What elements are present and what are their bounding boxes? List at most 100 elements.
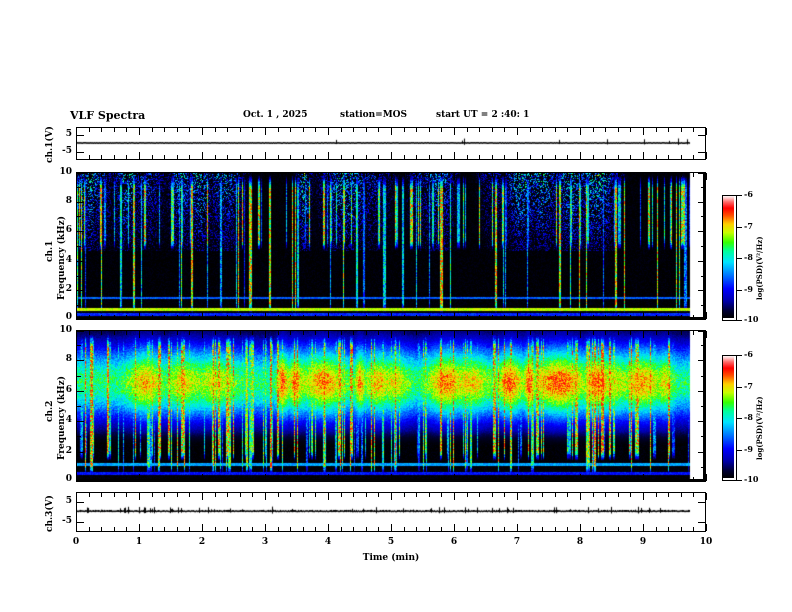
- axis-tick: [567, 173, 568, 177]
- axis-tick: [227, 527, 228, 531]
- axis-tick: [290, 315, 291, 319]
- axis-tick: [681, 128, 682, 132]
- axis-tick: [555, 155, 556, 159]
- axis-tick: [643, 312, 644, 319]
- axis-tick: [290, 128, 291, 132]
- axis-tick: [467, 493, 468, 497]
- axis-tick: [698, 173, 705, 174]
- axis-tick: [416, 315, 417, 319]
- axis-tick: [77, 480, 84, 481]
- axis-tick: [504, 155, 505, 159]
- axis-tick: [278, 331, 279, 335]
- ch2-colorbar: [722, 355, 737, 481]
- axis-tick: [76, 128, 77, 135]
- axis-tick: [698, 522, 705, 523]
- axis-tick: [698, 290, 705, 291]
- axis-tick: [378, 155, 379, 159]
- axis-tick: [278, 477, 279, 481]
- axis-tick: [643, 152, 644, 159]
- axis-tick: [315, 128, 316, 132]
- axis-tick: [467, 315, 468, 319]
- axis-tick: [618, 493, 619, 497]
- x-tick-label-7: 7: [513, 537, 521, 547]
- axis-tick: [580, 128, 581, 135]
- axis-tick: [77, 152, 84, 153]
- axis-tick: [479, 493, 480, 497]
- axis-tick: [303, 128, 304, 132]
- axis-tick: [618, 173, 619, 177]
- axis-tick: [517, 173, 518, 180]
- axis-tick: [366, 155, 367, 159]
- axis-tick: [693, 527, 694, 531]
- axis-tick: [580, 493, 581, 500]
- axis-tick: [492, 155, 493, 159]
- axis-tick: [593, 527, 594, 531]
- axis-tick: [429, 477, 430, 481]
- axis-tick: [315, 155, 316, 159]
- axis-tick: [504, 173, 505, 177]
- axis-tick: [441, 493, 442, 497]
- axis-tick: [76, 331, 77, 338]
- axis-tick: [698, 318, 705, 319]
- axis-tick: [504, 315, 505, 319]
- axis-tick: [189, 315, 190, 319]
- axis-tick: [441, 128, 442, 132]
- axis-tick: [737, 387, 742, 388]
- axis-tick: [126, 527, 127, 531]
- axis-tick: [698, 152, 705, 153]
- axis-tick: [504, 128, 505, 132]
- axis-tick: [404, 155, 405, 159]
- ch2-spectrogram-ylabel-channel: ch.2: [45, 400, 55, 422]
- axis-tick: [429, 173, 430, 177]
- axis-tick: [278, 155, 279, 159]
- axis-tick: [278, 173, 279, 177]
- axis-tick: [681, 493, 682, 497]
- axis-tick: [404, 173, 405, 177]
- axis-tick: [77, 502, 84, 503]
- axis-tick: [737, 450, 742, 451]
- axis-tick: [567, 493, 568, 497]
- axis-tick: [89, 315, 90, 319]
- axis-tick: [139, 128, 140, 135]
- axis-tick: [698, 231, 705, 232]
- axis-tick: [328, 493, 329, 500]
- axis-tick: [416, 477, 417, 481]
- axis-tick: [668, 173, 669, 177]
- axis-tick: [77, 406, 81, 407]
- axis-tick: [366, 173, 367, 177]
- axis-tick: [126, 155, 127, 159]
- axis-tick: [89, 493, 90, 497]
- axis-tick: [429, 493, 430, 497]
- axis-tick: [278, 128, 279, 132]
- axis-tick: [366, 493, 367, 497]
- axis-tick: [706, 128, 707, 135]
- axis-tick: [189, 331, 190, 335]
- axis-tick: [416, 155, 417, 159]
- axis-tick: [303, 331, 304, 335]
- axis-tick: [89, 527, 90, 531]
- y-tick-label-ch3-volts-1: -5: [62, 516, 72, 526]
- axis-tick: [567, 331, 568, 335]
- axis-tick: [227, 173, 228, 177]
- axis-tick: [630, 155, 631, 159]
- axis-tick: [164, 155, 165, 159]
- axis-tick: [701, 187, 705, 188]
- axis-tick: [77, 290, 84, 291]
- axis-tick: [542, 331, 543, 335]
- axis-tick: [77, 246, 81, 247]
- axis-tick: [252, 173, 253, 177]
- x-tick-label-6: 6: [450, 537, 458, 547]
- axis-tick: [467, 173, 468, 177]
- axis-tick: [252, 527, 253, 531]
- axis-tick: [454, 128, 455, 135]
- axis-tick: [391, 331, 392, 338]
- axis-tick: [479, 173, 480, 177]
- ch2-colorbar-label: log(PSD)(V²/Hz): [755, 396, 764, 460]
- axis-tick: [76, 312, 77, 319]
- colorbar-tick-1--6: -6: [744, 349, 753, 359]
- axis-tick: [202, 331, 203, 338]
- axis-tick: [341, 493, 342, 497]
- axis-tick: [227, 315, 228, 319]
- axis-tick: [252, 155, 253, 159]
- axis-tick: [77, 360, 84, 361]
